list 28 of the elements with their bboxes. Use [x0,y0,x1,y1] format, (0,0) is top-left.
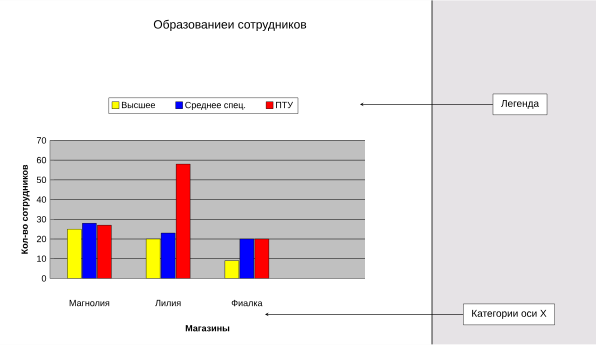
y-tick-label: 30 [36,216,46,223]
bar [240,238,254,278]
y-tick-label: 60 [36,157,46,164]
bar [97,225,112,278]
bar [67,229,82,278]
y-tick-label: 40 [36,196,46,203]
y-tick-label: 0 [42,275,46,282]
legend-label: Высшее [122,102,156,108]
y-tick-label: 10 [37,256,46,262]
bar [146,238,160,278]
x-axis-title: Магазины [186,325,230,332]
x-tick-label: Фиалка [232,300,263,306]
text: Легенда [501,100,540,109]
x-tick-label: Лилия [155,300,181,306]
x-tick-label: Магнолия [70,300,110,306]
bar [254,238,270,278]
legend-label: Среднее спец. [185,102,246,110]
bar [160,232,176,278]
y-axis-title: Кол-во сотрудников [22,164,30,254]
y-tick-label: 50 [36,176,46,184]
legend-label: ПТУ [276,102,294,108]
bar [224,260,240,278]
y-tick-label: 20 [36,236,46,242]
bar [176,164,190,278]
y-tick-label: 70 [36,137,46,144]
text: Категории оси X [472,310,546,319]
bar [82,223,97,278]
chart-title: Образованиеи сотрудников [154,20,306,32]
